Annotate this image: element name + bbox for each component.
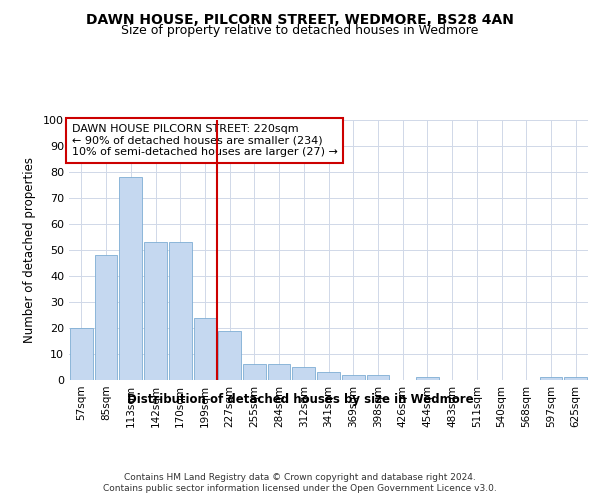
Bar (292, 367, 315, 380)
Bar (342, 375, 365, 380)
Y-axis label: Number of detached properties: Number of detached properties (23, 157, 36, 343)
Bar (169, 242, 191, 380)
Bar (317, 372, 340, 380)
Bar (119, 177, 142, 380)
Bar (144, 242, 167, 380)
Bar (268, 364, 290, 380)
Bar (243, 364, 266, 380)
Bar (367, 375, 389, 380)
Bar (194, 318, 216, 380)
Bar (70, 328, 93, 380)
Bar (95, 255, 118, 380)
Bar (564, 378, 587, 380)
Text: Contains HM Land Registry data © Crown copyright and database right 2024.: Contains HM Land Registry data © Crown c… (124, 472, 476, 482)
Text: Contains public sector information licensed under the Open Government Licence v3: Contains public sector information licen… (103, 484, 497, 493)
Bar (416, 378, 439, 380)
Bar (539, 378, 562, 380)
Bar (218, 330, 241, 380)
Text: Distribution of detached houses by size in Wedmore: Distribution of detached houses by size … (127, 392, 473, 406)
Text: DAWN HOUSE, PILCORN STREET, WEDMORE, BS28 4AN: DAWN HOUSE, PILCORN STREET, WEDMORE, BS2… (86, 12, 514, 26)
Text: Size of property relative to detached houses in Wedmore: Size of property relative to detached ho… (121, 24, 479, 37)
Text: DAWN HOUSE PILCORN STREET: 220sqm
← 90% of detached houses are smaller (234)
10%: DAWN HOUSE PILCORN STREET: 220sqm ← 90% … (71, 124, 337, 157)
